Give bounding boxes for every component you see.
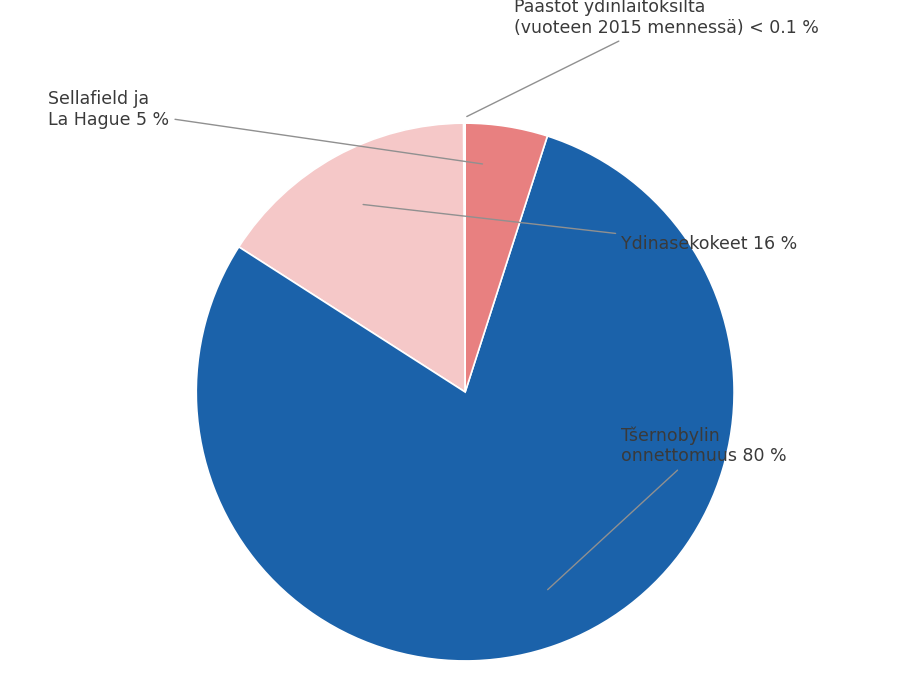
Wedge shape xyxy=(465,123,547,392)
Text: Päästöt ydinlaitoksilta
(vuoteen 2015 mennessä) < 0.1 %: Päästöt ydinlaitoksilta (vuoteen 2015 me… xyxy=(467,0,818,116)
Wedge shape xyxy=(464,123,465,392)
Text: Sellafield ja
La Hague 5 %: Sellafield ja La Hague 5 % xyxy=(48,90,483,164)
Wedge shape xyxy=(197,136,734,661)
Wedge shape xyxy=(239,123,465,392)
Text: Ydinasekokeet 16 %: Ydinasekokeet 16 % xyxy=(363,205,797,253)
Text: Tšernobylin
onnettomuus 80 %: Tšernobylin onnettomuus 80 % xyxy=(547,426,786,590)
